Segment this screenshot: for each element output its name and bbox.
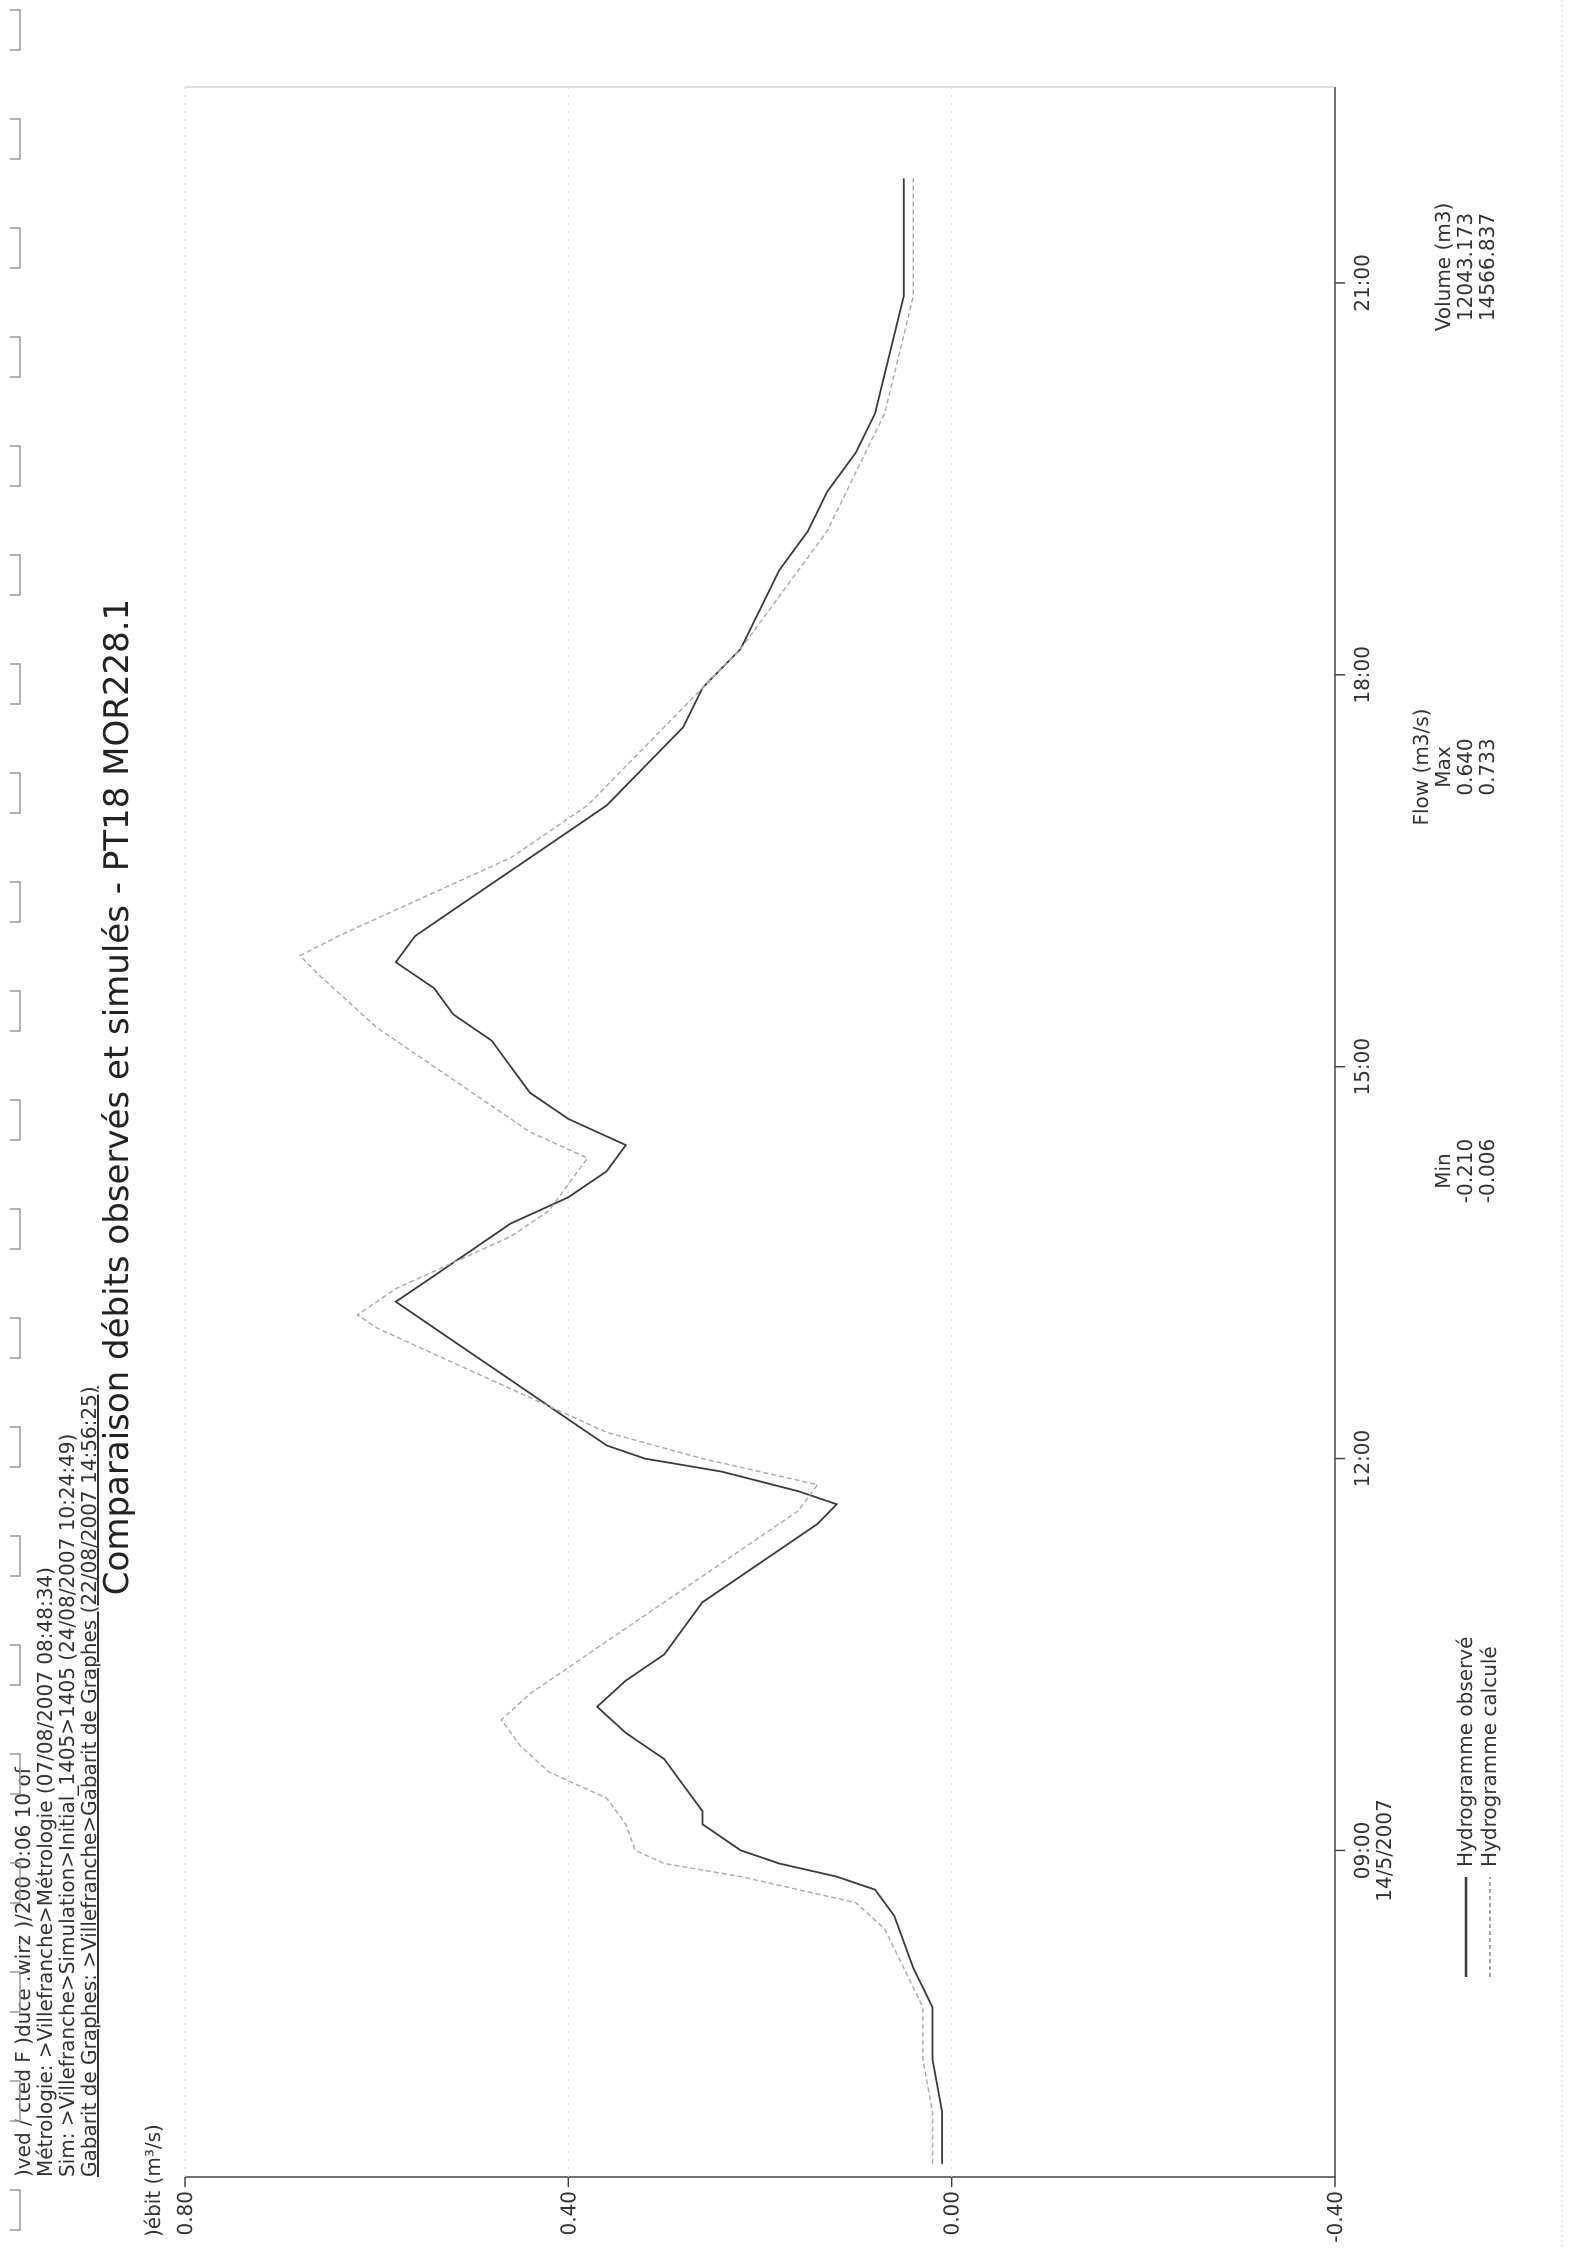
x-tick-label: 21:00 [1350, 254, 1374, 312]
binder-mark [10, 1644, 21, 1686]
stats-min-header: Min [1431, 1153, 1455, 1189]
stats-min-row-1: -0.210 [1453, 1139, 1477, 1203]
x-tick-label: 12:00 [1350, 1430, 1374, 1488]
x-tick-group: 09:00 12:00 15:00 18:00 21:00 [1335, 254, 1374, 1879]
series-line-observed [394, 178, 943, 2164]
header-line-4: Gabarit de Graphes: >Villefranche>Gabari… [77, 1386, 101, 2177]
series-line-calculated [298, 178, 934, 2164]
y-tick-label: 0.00 [940, 2191, 964, 2236]
binder-mark [10, 1099, 21, 1141]
binder-mark [10, 2189, 21, 2231]
stats-table: Min -0.210 -0.006 Flow (m3/s) Max 0.640 … [1409, 203, 1499, 1204]
stats-min-row-2: -0.006 [1475, 1139, 1499, 1203]
stats-volume-header: Volume (m3) [1431, 203, 1455, 332]
binder-mark [10, 9, 21, 51]
binder-mark [10, 881, 21, 923]
binder-mark [10, 1971, 21, 2013]
stats-max-row-1: 0.640 [1453, 738, 1477, 795]
y-tick-label: -0.40 [1323, 2191, 1347, 2243]
binder-mark [10, 1862, 21, 1904]
y-tick-group: 0.80 0.40 0.00 -0.40 [173, 87, 1347, 2243]
binder-mark [10, 663, 21, 705]
binder-mark [10, 2080, 21, 2122]
binder-mark [10, 554, 21, 596]
legend: Hydrogramme observé Hydrogramme calculé [1453, 1637, 1501, 1977]
x-tick-label: 09:00 [1350, 1822, 1374, 1880]
binder-mark [10, 1208, 21, 1250]
stats-max-header: Max [1431, 746, 1455, 788]
header-line-2: Métrologie: >Villefranche>Métrologie (07… [33, 1567, 57, 2177]
binder-mark [10, 227, 21, 269]
x-tick-label: 15:00 [1350, 1038, 1374, 1096]
header-line-3: Sim: >Villefranche>Simulation>Initial_14… [55, 1434, 79, 2177]
binder-mark [10, 1426, 21, 1468]
chart-title: Comparaison débits observés et simulés -… [97, 599, 137, 1595]
binder-mark [10, 772, 21, 814]
y-axis-label: )ébit (m³/s) [141, 2124, 165, 2237]
binder-mark [10, 990, 21, 1032]
binder-mark [10, 445, 21, 487]
stats-flow-header: Flow (m3/s) [1409, 709, 1433, 826]
x-tick-label: 18:00 [1350, 646, 1374, 704]
binder-mark [10, 1535, 21, 1577]
stats-max-row-2: 0.733 [1475, 738, 1499, 795]
x-date-label: 14/5/2007 [1372, 1799, 1396, 1902]
binder-mark [10, 336, 21, 378]
y-tick-label: 0.80 [173, 2191, 197, 2236]
binder-mark [10, 118, 21, 160]
legend-label-observed: Hydrogramme observé [1453, 1637, 1477, 1867]
stats-volume-row-2: 14566.837 [1475, 213, 1499, 321]
y-tick-label: 0.40 [556, 2191, 580, 2236]
series-group [298, 178, 943, 2164]
binder-marks [10, 9, 21, 2231]
stats-volume-row-1: 12043.173 [1453, 213, 1477, 321]
legend-label-calculated: Hydrogramme calculé [1477, 1646, 1501, 1867]
binder-mark [10, 1753, 21, 1795]
binder-mark [10, 1317, 21, 1359]
